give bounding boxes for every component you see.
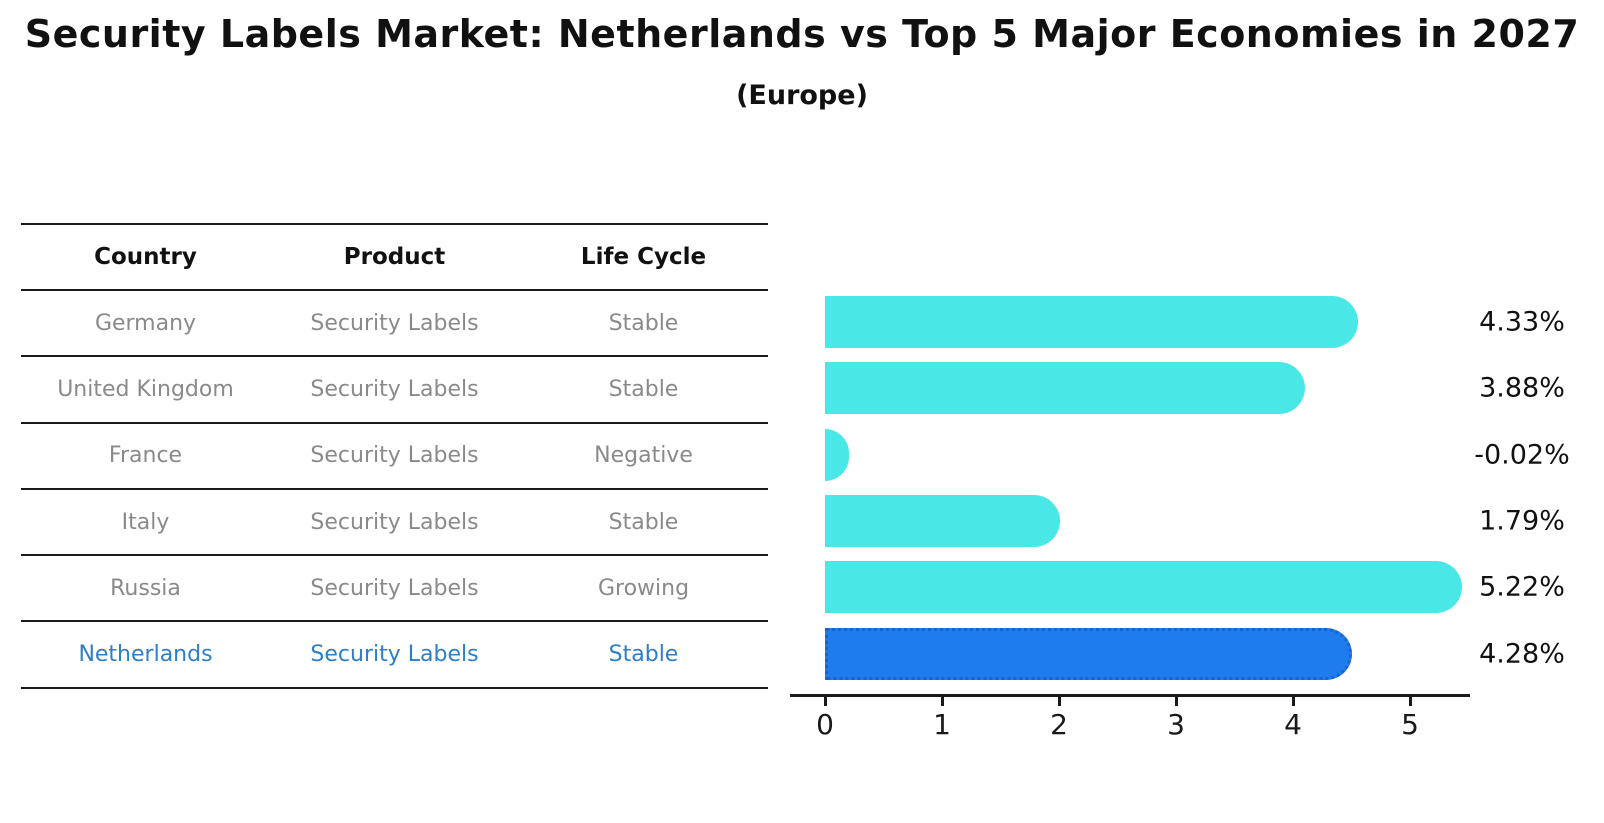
x-axis-tick-label: 5: [1401, 708, 1419, 741]
x-axis-tick: [1409, 696, 1412, 706]
x-axis-tick-label: 0: [816, 708, 834, 741]
table-cell-country: United Kingdom: [57, 376, 234, 402]
bar-united-kingdom: [825, 362, 1305, 415]
x-axis-tick-label: 4: [1284, 708, 1302, 741]
table-row: Russia Security Labels Growing: [21, 556, 768, 623]
bar-netherlands: [825, 627, 1352, 680]
table-cell-country: Netherlands: [78, 642, 213, 668]
x-axis-tick-label: 2: [1050, 708, 1068, 741]
table-cell-product: Security Labels: [310, 642, 479, 668]
bar-value-label-italy: 1.79%: [1479, 505, 1565, 537]
table-cell-product: Security Labels: [310, 310, 479, 336]
table-cell-product: Security Labels: [310, 443, 479, 469]
x-axis-tick: [1175, 696, 1178, 706]
country-table: Country Product Life Cycle Germany Securi…: [21, 223, 768, 689]
table-body: Germany Security Labels Stable United Kingd…: [21, 291, 768, 689]
bar-value-label-united-kingdom: 3.88%: [1479, 372, 1565, 404]
bar-italy: [825, 494, 1061, 547]
bar-germany: [825, 296, 1358, 348]
table-row: France Security Labels Negative: [21, 424, 768, 490]
column-header-country: Country: [94, 244, 197, 270]
x-axis-tick: [1058, 696, 1061, 706]
table-cell-product: Security Labels: [310, 509, 479, 535]
table-cell-product: Security Labels: [310, 376, 479, 402]
x-axis-tick-label: 3: [1167, 708, 1185, 741]
x-axis-tick: [824, 696, 827, 706]
bar-value-label-russia: 5.22%: [1479, 571, 1565, 603]
x-axis-tick-label: 1: [933, 708, 951, 741]
table-cell-country: France: [108, 443, 183, 469]
table-cell-country: Germany: [94, 310, 197, 336]
bar-value-label-france: -0.02%: [1474, 439, 1570, 471]
table-cell-life-cycle: Stable: [608, 642, 679, 668]
table-cell-life-cycle: Negative: [594, 443, 693, 469]
x-axis-line: [790, 694, 1470, 697]
x-axis-tick: [941, 696, 944, 706]
bar-value-label-netherlands: 4.28%: [1479, 638, 1565, 669]
table-header-row: Country Product Life Cycle: [21, 225, 768, 291]
bar-russia: [825, 561, 1462, 614]
table-cell-country: Russia: [110, 575, 181, 601]
table-row: United Kingdom Security Labels Stable: [21, 357, 768, 424]
table-cell-life-cycle: Growing: [597, 575, 690, 601]
table-cell-country: Italy: [121, 509, 170, 535]
chart-subtitle: (Europe): [736, 80, 868, 111]
table-cell-life-cycle: Stable: [608, 509, 679, 535]
table-row: Netherlands Security Labels Stable: [21, 622, 768, 689]
table-row: Italy Security Labels Stable: [21, 490, 768, 557]
table-cell-life-cycle: Stable: [608, 310, 679, 336]
table-cell-product: Security Labels: [310, 575, 479, 601]
column-header-life-cycle: Life Cycle: [580, 244, 707, 270]
bar-france: [825, 428, 849, 481]
table-row: Germany Security Labels Stable: [21, 291, 768, 358]
column-header-product: Product: [343, 244, 446, 270]
x-axis-tick: [1292, 696, 1295, 706]
table-cell-life-cycle: Stable: [608, 376, 679, 402]
chart-title: Security Labels Market: Netherlands vs T…: [24, 12, 1580, 56]
bar-value-label-germany: 4.33%: [1479, 306, 1565, 338]
